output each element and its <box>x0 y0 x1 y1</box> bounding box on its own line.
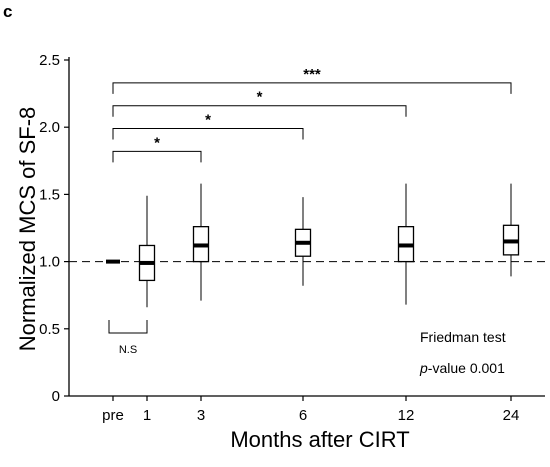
y-tick-label: 0 <box>52 388 60 405</box>
significance-label: * <box>154 134 160 151</box>
median-bar <box>193 243 209 248</box>
y-tick-label: 1.5 <box>39 186 60 203</box>
panel-letter: c <box>3 2 12 21</box>
axes: 0 0.5 1.0 1.5 2.0 2.5 pre 1 3 6 12 24 <box>39 52 545 424</box>
x-tick-label: 12 <box>398 407 415 424</box>
box-12 <box>397 183 415 305</box>
significance-label: * <box>205 112 211 129</box>
bracket <box>112 128 304 140</box>
bracket <box>112 105 407 117</box>
median-bar <box>503 239 519 244</box>
box-pre <box>106 259 120 264</box>
y-tick-label: 1.0 <box>39 254 60 271</box>
comparison-brackets: ****** <box>112 66 512 163</box>
comparison-pre-24: *** <box>112 66 512 94</box>
y-axis-title: Normalized MCS of SF-8 <box>15 107 40 352</box>
significance-label: * <box>257 89 263 106</box>
y-tick-label: 2.0 <box>39 119 60 136</box>
ns-bracket <box>108 320 148 334</box>
median-bar <box>139 260 155 265</box>
y-tick-label: 2.5 <box>39 52 60 69</box>
median-bar <box>295 240 311 245</box>
box-1 <box>138 195 156 308</box>
bracket <box>112 150 202 163</box>
significance-label: *** <box>303 66 321 83</box>
box-24 <box>502 183 520 277</box>
box-6 <box>294 197 312 286</box>
ns-bracket-group: N.S <box>108 320 148 356</box>
p-value-label: p-value 0.001 <box>419 360 505 376</box>
p-value-text: -value 0.001 <box>428 360 505 376</box>
box-3 <box>192 183 210 301</box>
x-axis-title: Months after CIRT <box>230 427 409 452</box>
x-tick-label: 24 <box>503 407 520 424</box>
comparison-pre-12: * <box>112 89 407 117</box>
comparison-pre-6: * <box>112 112 304 140</box>
median-bar <box>106 259 120 264</box>
friedman-test-label: Friedman test <box>420 329 506 345</box>
boxes-group <box>106 183 520 308</box>
x-tick-label: 1 <box>143 407 151 424</box>
x-tick-label: 3 <box>197 407 205 424</box>
y-tick-label: 0.5 <box>39 321 60 338</box>
ns-label: N.S <box>119 344 137 356</box>
comparison-pre-3: * <box>112 134 202 163</box>
p-value-prefix: p <box>419 360 428 376</box>
median-bar <box>398 243 414 248</box>
bracket <box>112 82 512 94</box>
x-tick-label: 6 <box>299 407 307 424</box>
x-tick-label: pre <box>102 407 124 424</box>
